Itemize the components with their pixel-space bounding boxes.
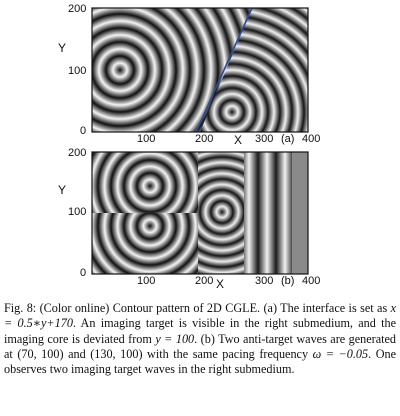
contour-plots [91,7,309,275]
panel-b-xlabel: X [216,277,225,291]
interface-line [195,8,253,132]
caption-math-y: y = 100 [155,331,195,346]
panel-a-xtick-100: 100 [137,133,156,145]
panel-a-xlabel: X [234,133,243,147]
panel-b-ytick-100: 100 [68,206,87,218]
caption-fig-label: Fig. 8: [4,301,37,315]
panel-a-xtick-300: 300 [255,133,274,145]
caption-text-2: . An imaging target is visible in the ri… [4,316,396,346]
panel-b-ylabel: Y [58,183,67,197]
panel-a-ytick-200: 200 [68,3,87,15]
figure-caption: Fig. 8: (Color online) Contour pattern o… [4,301,396,377]
panel-b-xtick-400: 400 [302,275,321,287]
panel-b-xtick-200: 200 [195,275,214,287]
panel-a-ytick-100: 100 [68,65,87,77]
panel-a-plot [91,7,309,133]
panel-a-ylabel: Y [58,41,67,55]
panel-a-xtick-400: 400 [302,133,321,145]
panel-b-xtick-300: 300 [255,275,274,287]
panel-b-xtick-100: 100 [137,275,156,287]
figure-8: 200 100 0 Y 100 200 X 300 (a) 400 200 10… [58,3,321,291]
panel-a-ytick-0: 0 [80,125,87,137]
caption-text-4: . One observes two imaging target waves … [4,346,396,377]
caption-text-3: . (b) Two anti-target waves are generate… [4,331,396,361]
caption-text-1: (Color online) Contour pattern of 2D CGL… [39,301,391,315]
caption-math-interface: x = 0.5∗y+170 [4,301,397,331]
panel-b-plot [91,151,309,275]
panel-b-ytick-0: 0 [80,267,87,279]
panel-b-tag: (b) [281,275,295,287]
panel-a-xtick-200: 200 [195,133,214,145]
panel-b-ytick-200: 200 [68,147,87,159]
panel-a-tag: (a) [281,133,295,145]
caption-math-omega: ω = −0.05 [312,346,369,361]
